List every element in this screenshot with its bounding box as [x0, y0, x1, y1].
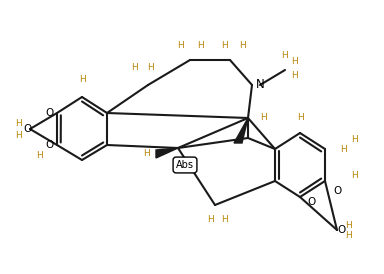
Text: H: H: [222, 41, 228, 50]
Text: H: H: [340, 144, 347, 153]
Text: H: H: [15, 118, 22, 127]
Text: H: H: [296, 113, 303, 122]
Text: O: O: [333, 186, 341, 196]
Text: Abs: Abs: [176, 160, 194, 170]
Text: H: H: [143, 149, 150, 158]
Text: H: H: [36, 150, 43, 159]
Text: H: H: [352, 136, 358, 144]
Text: H: H: [222, 215, 228, 224]
Polygon shape: [234, 118, 248, 143]
Text: H: H: [281, 50, 288, 59]
Text: O: O: [308, 197, 316, 207]
Text: H: H: [15, 130, 22, 139]
Text: O: O: [45, 108, 53, 118]
Text: O: O: [338, 225, 346, 235]
Polygon shape: [156, 148, 178, 158]
Text: H: H: [291, 70, 298, 79]
Text: N: N: [256, 78, 264, 92]
Text: H: H: [291, 58, 298, 67]
Text: H: H: [207, 215, 214, 224]
Text: H: H: [147, 64, 153, 73]
Text: H: H: [346, 221, 353, 230]
Text: H: H: [177, 41, 184, 50]
Text: O: O: [24, 124, 32, 134]
Text: O: O: [45, 140, 53, 150]
Text: H: H: [346, 230, 353, 239]
Text: H: H: [132, 64, 138, 73]
Text: H: H: [197, 41, 204, 50]
Text: H: H: [352, 170, 358, 179]
Text: H: H: [79, 76, 85, 84]
Text: H: H: [260, 113, 267, 122]
Text: H: H: [238, 41, 245, 50]
